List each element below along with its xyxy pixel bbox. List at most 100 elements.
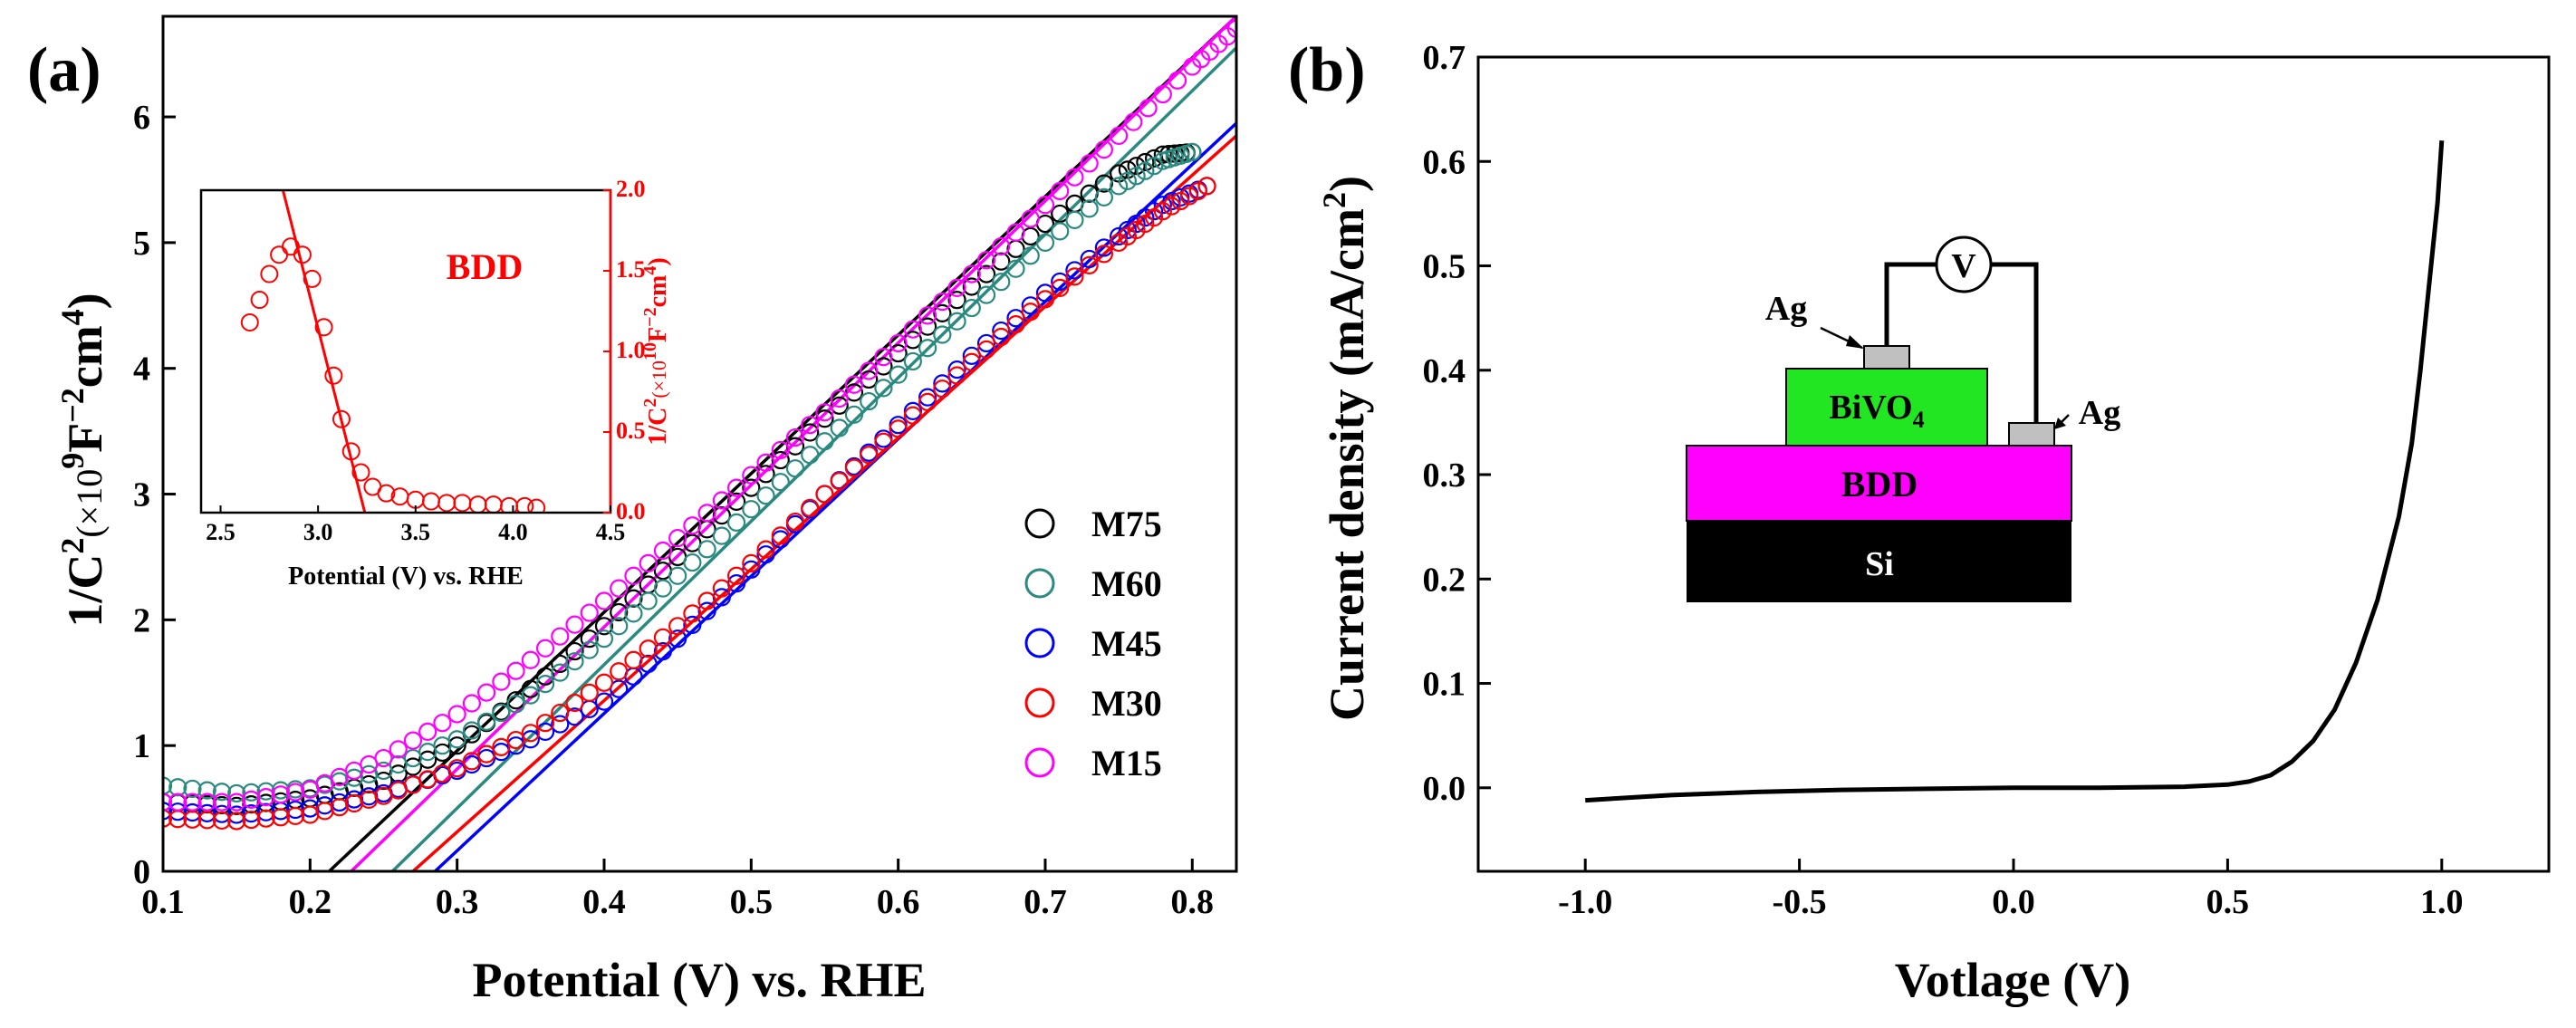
marker-m60 <box>815 432 834 451</box>
marker-m75 <box>447 736 466 755</box>
marker-m60 <box>860 391 879 411</box>
marker-m30 <box>712 579 731 598</box>
marker-m15 <box>801 416 820 435</box>
ag-contact-left <box>1863 345 1910 370</box>
inset-marker <box>527 498 546 513</box>
marker-m30 <box>653 628 673 647</box>
marker-m15 <box>374 748 393 768</box>
marker-m30 <box>1035 290 1055 309</box>
marker-m15 <box>918 306 937 325</box>
marker-m15 <box>389 740 408 759</box>
bdd-layer-label: BDD <box>1841 464 1918 504</box>
marker-m60 <box>330 772 349 791</box>
marker-m30 <box>535 714 555 733</box>
marker-m15 <box>447 705 466 724</box>
marker-m75 <box>947 291 966 310</box>
marker-m60 <box>712 526 731 545</box>
panel-b-y-tick-label: 0.7 <box>1423 39 1466 77</box>
panel-a-x-tick-label: 0.3 <box>436 883 479 921</box>
panel-a-y-tick-label: 3 <box>133 476 150 514</box>
marker-m60 <box>874 379 893 398</box>
marker-m15 <box>624 566 643 585</box>
marker-m60 <box>742 500 761 519</box>
marker-m30 <box>903 406 922 425</box>
marker-m60 <box>1035 233 1055 252</box>
inset-y-axis-label: 1/C2(×1010F−2cm4) <box>640 257 672 445</box>
marker-m30 <box>580 683 599 702</box>
marker-m30 <box>610 662 629 681</box>
panel-a-y-tick-label: 1 <box>133 727 150 765</box>
panel-b-y-tick-label: 0.1 <box>1423 666 1466 704</box>
marker-m30 <box>163 809 173 828</box>
marker-m15 <box>874 348 893 367</box>
marker-m75 <box>580 629 599 649</box>
marker-m60 <box>889 365 908 384</box>
inset-x-axis-label: Potential (V) vs. RHE <box>288 562 524 591</box>
marker-m60 <box>1183 142 1202 162</box>
marker-m15 <box>610 579 629 598</box>
inset-y-tick-label: 0.5 <box>616 418 646 444</box>
panel-a-x-tick-label: 0.8 <box>1171 883 1215 921</box>
marker-m30 <box>212 811 232 831</box>
marker-m60 <box>1065 210 1084 229</box>
marker-m15 <box>521 650 540 669</box>
marker-m60 <box>683 552 702 572</box>
inset-x-tick-label: 4.0 <box>498 519 528 545</box>
inset-x-tick-label: 3.0 <box>303 519 333 545</box>
inset-marker <box>351 463 370 482</box>
marker-m60 <box>933 325 952 344</box>
marker-m15 <box>903 320 922 339</box>
marker-m60 <box>771 473 790 492</box>
marker-m60 <box>992 273 1011 292</box>
marker-m60 <box>163 776 173 795</box>
inset-marker <box>515 496 534 513</box>
wire-left <box>1884 262 1937 346</box>
marker-m15 <box>726 478 746 497</box>
marker-m30 <box>1094 245 1114 264</box>
marker-m45 <box>903 401 922 421</box>
panel-a-frame <box>161 14 1238 873</box>
marker-m45 <box>683 615 702 635</box>
marker-m30 <box>992 327 1011 347</box>
marker-m75 <box>1080 184 1099 203</box>
panel-a-label: (a) <box>27 35 101 105</box>
marker-m45 <box>183 802 202 822</box>
marker-m60 <box>610 617 629 636</box>
panel-a-x-tick-label: 0.6 <box>877 883 920 921</box>
marker-m60 <box>976 285 996 304</box>
marker-m15 <box>889 333 908 353</box>
marker-m15 <box>1110 126 1129 145</box>
legend-label-m60: M60 <box>1091 563 1162 604</box>
marker-m30 <box>594 673 614 692</box>
marker-m60 <box>1051 222 1070 241</box>
marker-m60 <box>197 781 216 800</box>
marker-m15 <box>683 516 702 535</box>
panel-a-ticks: 0.1 0.2 0.3 0.4 0.5 0.6 0.7 0.8 0 1 2 3 4 5 6 <box>133 99 1214 921</box>
marker-m15 <box>1035 196 1055 215</box>
marker-m30 <box>624 650 643 669</box>
panel-a-x-tick-label: 0.5 <box>730 883 774 921</box>
inset-markers <box>240 237 546 513</box>
panel-b-y-axis-label: Current density (mA/cm2) <box>1316 176 1374 721</box>
marker-m60 <box>580 640 599 659</box>
marker-m60 <box>551 663 570 682</box>
marker-m15 <box>168 793 187 812</box>
marker-m15 <box>830 389 849 408</box>
marker-m30 <box>726 566 746 585</box>
marker-m30 <box>256 809 275 828</box>
marker-m15 <box>1139 99 1158 118</box>
marker-m60 <box>1021 246 1040 265</box>
marker-m15 <box>535 639 555 658</box>
marker-m60 <box>1118 171 1137 190</box>
ag-left-label: Ag <box>1765 290 1807 328</box>
panel-b-x-axis-label: Votlage (V) <box>1895 953 2130 1007</box>
panel-b-y-tick-label: 0.0 <box>1423 770 1466 808</box>
marker-m15 <box>212 793 232 812</box>
inset-y-tick-label: 2.0 <box>616 176 646 202</box>
marker-m15 <box>256 787 275 807</box>
marker-m15 <box>668 529 687 548</box>
wire-right <box>1991 262 2039 423</box>
marker-m60 <box>1136 161 1155 180</box>
marker-m15 <box>1006 223 1025 242</box>
